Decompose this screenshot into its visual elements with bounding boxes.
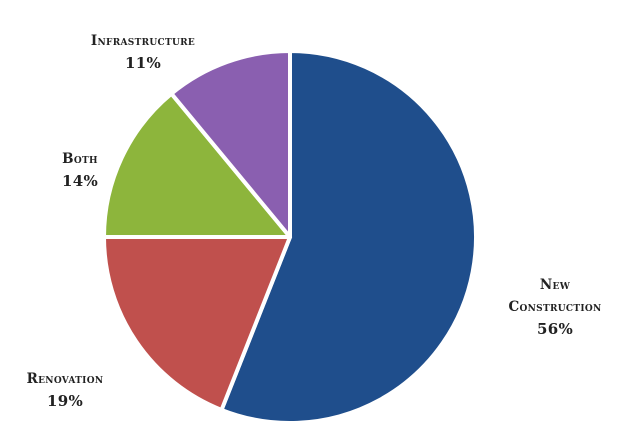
pie-slice-new-construction	[219, 49, 478, 425]
slice-percent: 14%	[61, 172, 99, 190]
pie-slice-renovation	[102, 235, 292, 412]
slice-name: Infrastructure	[90, 33, 196, 49]
slice-name: Both	[62, 151, 98, 167]
slice-name: Renovation	[26, 371, 104, 387]
slice-label-both: Both 14%	[40, 126, 120, 214]
pie-slice-both	[102, 91, 292, 239]
slice-label-renovation: Renovation 19%	[5, 346, 125, 434]
pie-slice-infrastructure	[169, 49, 292, 239]
slice-label-infrastructure: Infrastructure 11%	[48, 8, 238, 96]
slice-percent: 56%	[536, 320, 574, 338]
slice-label-new-construction: New Construction 56%	[490, 252, 620, 362]
slice-percent: 11%	[124, 54, 162, 72]
slice-percent: 19%	[46, 392, 84, 410]
slice-name: New Construction	[508, 277, 602, 315]
